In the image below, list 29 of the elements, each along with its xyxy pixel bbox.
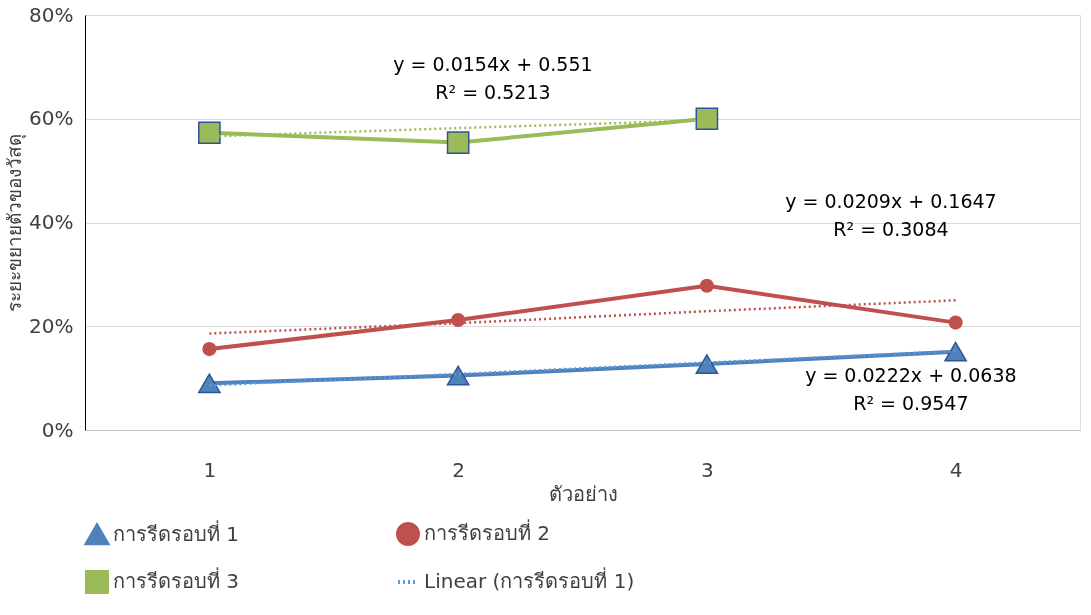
point [198,373,221,394]
legend-label: การรีดรอบที่ 2 [424,519,551,545]
point [198,121,221,145]
point [944,341,967,362]
point [695,354,719,375]
x-tick-label: 4 [949,457,963,482]
y-tick-label: 80% [29,2,74,27]
annotation: y = 0.0222x + 0.0638 R² = 0.9547 [805,364,1017,415]
x-axis-title: ตัวอย่าง [548,481,618,506]
point [695,107,719,131]
point [948,315,963,330]
point [699,278,714,293]
y-tick-label: 20% [29,313,74,338]
x-tick-label: 3 [701,457,714,482]
x-tick-label: 2 [452,457,465,482]
legend-label: การรีดรอบที่ 3 [113,567,240,593]
y-axis-title: ระยะขยายตัวของวัสดุ [3,134,28,312]
y-tick-label: 0% [41,417,74,442]
annotation: y = 0.0209x + 0.1647 R² = 0.3084 [785,189,997,240]
x-tick-label: 1 [203,457,217,482]
legend-label: Linear (การรีดรอบที่ 1) [424,567,635,593]
y-tick-label: 40% [29,210,74,234]
annotation: y = 0.0154x + 0.551 R² = 0.5213 [393,52,593,103]
y-tick-label: 60% [29,106,74,131]
point [451,312,466,328]
point [202,342,217,357]
legend-label: การรีดรอบที่ 1 [113,519,240,546]
point [446,365,470,386]
point [446,131,470,154]
